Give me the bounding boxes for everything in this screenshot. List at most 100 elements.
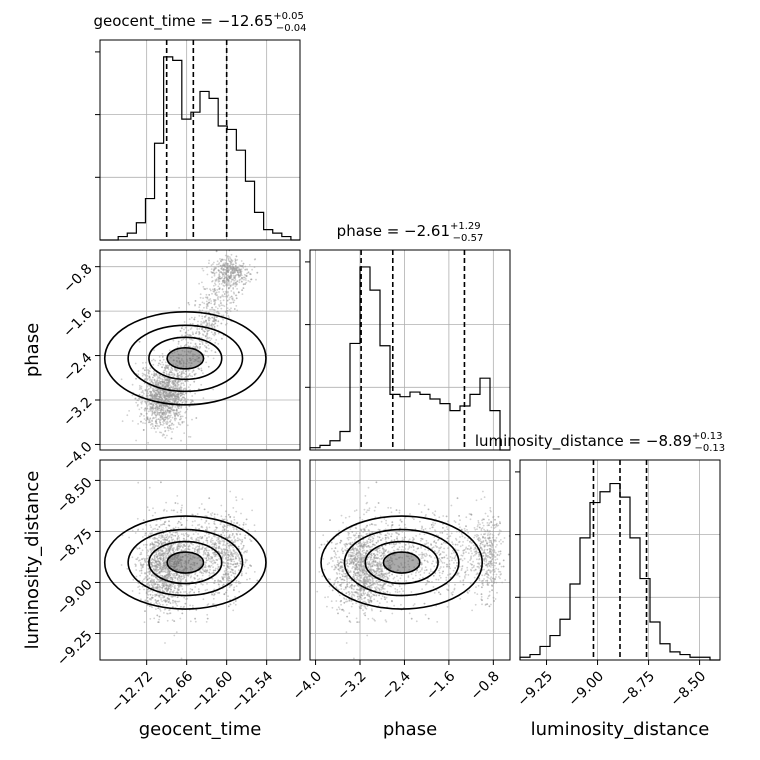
sample-point [167, 381, 170, 383]
sample-point [225, 531, 228, 533]
sample-point [217, 343, 220, 345]
sample-point [169, 612, 172, 615]
sample-point [205, 361, 208, 364]
sample-point [184, 334, 187, 337]
sample-point [137, 423, 140, 425]
sample-point [159, 398, 162, 401]
sample-point [198, 551, 201, 554]
sample-point [242, 262, 245, 265]
sample-point [174, 406, 177, 408]
sample-point [222, 583, 225, 586]
sample-point [199, 310, 202, 312]
sample-point [165, 412, 168, 414]
sample-point [195, 345, 198, 348]
sample-point [200, 583, 203, 585]
sample-point [149, 581, 152, 583]
sample-point [136, 547, 139, 550]
sample-point [163, 386, 166, 389]
sample-point [185, 579, 187, 582]
sample-point [180, 394, 182, 397]
sample-point [153, 543, 155, 546]
sample-point [198, 537, 201, 539]
sample-point [168, 424, 171, 427]
sample-point [215, 271, 218, 274]
sample-point [195, 332, 197, 335]
sample-point [237, 267, 240, 270]
sample-point [155, 372, 157, 375]
sample-point [225, 278, 228, 281]
sample-point [155, 425, 157, 428]
sample-point [229, 285, 232, 288]
sample-point [216, 260, 219, 263]
sample-point [193, 318, 196, 321]
sample-point [216, 310, 219, 313]
sample-point [226, 526, 229, 528]
sample-point [204, 522, 207, 524]
sample-point [152, 403, 155, 406]
sample-point [242, 283, 245, 286]
sample-point [158, 425, 161, 428]
sample-point [168, 371, 171, 374]
sample-point [212, 271, 215, 274]
sample-point [198, 309, 201, 312]
sample-point [230, 259, 233, 261]
sample-point [135, 558, 138, 561]
sample-point [157, 621, 160, 623]
sample-point [139, 415, 141, 418]
sample-point [234, 281, 237, 284]
sample-point [150, 422, 153, 425]
sample-point [203, 302, 206, 305]
sample-point [232, 271, 235, 274]
sample-point [146, 506, 149, 509]
sample-point [227, 269, 230, 272]
sample-point [176, 346, 179, 349]
sample-point [241, 539, 244, 541]
sample-point [178, 387, 181, 389]
sample-point [186, 424, 189, 427]
sample-point [240, 277, 243, 280]
sample-point [214, 351, 217, 354]
sample-point [167, 399, 170, 402]
sample-point [207, 511, 210, 513]
sample-point [159, 610, 162, 612]
sample-point [215, 318, 217, 321]
sample-point [175, 385, 177, 387]
sample-point [157, 388, 159, 390]
sample-point [187, 398, 189, 401]
sample-point [238, 268, 240, 271]
sample-point [224, 272, 227, 275]
sample-point [176, 388, 179, 390]
sample-point [221, 288, 224, 291]
sample-point [161, 356, 164, 358]
sample-point [218, 312, 221, 315]
sample-point [191, 418, 193, 421]
sample-point [224, 254, 227, 257]
sample-point [198, 331, 201, 333]
sample-point [214, 333, 217, 336]
sample-point [239, 271, 242, 274]
sample-point [154, 381, 157, 383]
sample-point [228, 275, 231, 278]
sample-point [164, 642, 166, 644]
sample-point [158, 362, 160, 365]
sample-point [172, 392, 174, 395]
sample-point [172, 397, 175, 400]
sample-point [220, 283, 223, 285]
sample-point [219, 258, 221, 260]
sample-point [131, 383, 134, 386]
sample-point [179, 521, 182, 524]
sample-point [176, 538, 179, 540]
sample-point [158, 391, 161, 394]
sample-point [221, 273, 224, 276]
sample-point [164, 436, 167, 439]
sample-point [201, 317, 204, 320]
sample-point [158, 412, 161, 414]
sample-point [213, 309, 216, 312]
sample-point [176, 393, 179, 396]
sample-point [210, 324, 213, 327]
sample-point [162, 409, 165, 411]
sample-point [203, 316, 206, 318]
sample-point [205, 342, 208, 345]
sample-point [160, 380, 162, 383]
sample-point [162, 407, 165, 410]
